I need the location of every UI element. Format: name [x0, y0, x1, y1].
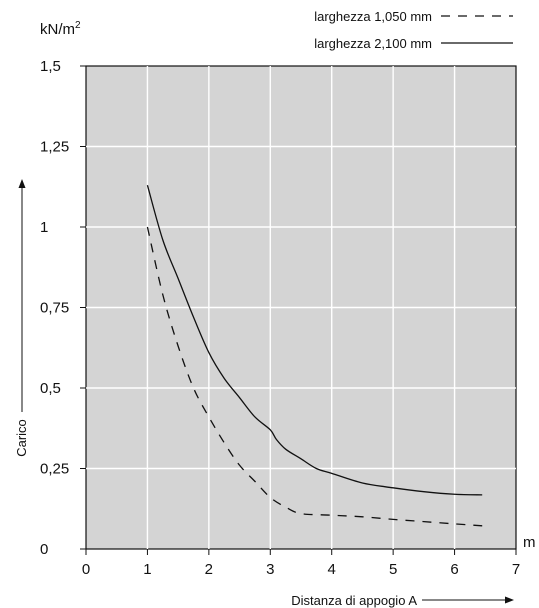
series-line-solid	[146, 184, 483, 496]
legend-label-solid: larghezza 2,100 mm	[314, 36, 432, 51]
x-tick-label: 3	[266, 561, 274, 578]
y-tick-label: 1,25	[40, 139, 69, 156]
x-axis-arrowhead	[505, 596, 514, 604]
y-tick-label: 0,75	[40, 300, 69, 317]
x-ticks: 0 1 2 3 4 5 6 7	[82, 549, 520, 578]
y-axis-label: Carico	[14, 419, 29, 457]
y-tick-label: 0	[40, 541, 48, 558]
x-tick-label: 2	[205, 561, 213, 578]
y-tick-label: 1,5	[40, 58, 61, 75]
x-unit-label: m	[523, 534, 536, 551]
x-axis-label: Distanza di appogio A	[291, 593, 417, 608]
y-tick-label: 1	[40, 219, 48, 236]
y-axis-arrowhead	[18, 179, 26, 188]
x-tick-label: 4	[328, 561, 336, 578]
legend: larghezza 1,050 mm larghezza 2,100 mm	[314, 9, 513, 51]
x-tick-label: 1	[143, 561, 151, 578]
x-tick-label: 5	[389, 561, 397, 578]
series-layer	[146, 184, 483, 527]
y-ticks: 0 0,25 0,5 0,75 1 1,25 1,5	[40, 58, 86, 558]
y-tick-label: 0,25	[40, 461, 69, 478]
x-tick-label: 6	[450, 561, 458, 578]
x-tick-label: 0	[82, 561, 90, 578]
y-tick-label: 0,5	[40, 380, 61, 397]
grid	[86, 66, 516, 549]
legend-label-dashed: larghezza 1,050 mm	[314, 9, 432, 24]
x-tick-label: 7	[512, 561, 520, 578]
y-unit-label: kN/m2	[40, 20, 81, 38]
